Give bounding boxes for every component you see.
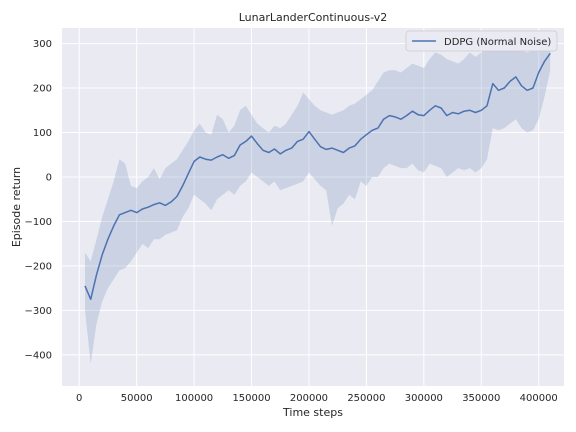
x-tick-label: 100000 — [175, 393, 213, 404]
x-axis-label: Time steps — [282, 406, 343, 419]
x-tick-label: 250000 — [347, 393, 385, 404]
x-tick-label: 150000 — [232, 393, 270, 404]
confidence-band-layer — [85, 36, 551, 364]
y-axis-label: Episode return — [10, 167, 23, 247]
legend-entry-ddpg: DDPG (Normal Noise) — [444, 37, 551, 48]
y-tick-label: 100 — [33, 128, 52, 139]
legend-box — [405, 30, 558, 52]
x-tick-label: 400000 — [520, 393, 558, 404]
y-tick-label: −300 — [25, 306, 52, 317]
y-tick-label: 200 — [33, 84, 52, 95]
x-tick-label: 300000 — [405, 393, 443, 404]
series-line-0 — [84, 52, 551, 301]
x-tick-labels: 0 50000 100000 150000 200000 250000 300000 3500… — [76, 393, 558, 404]
y-tick-labels: −400 −300 −200 −100 0 100 200 300 — [25, 39, 52, 361]
legend: DDPG (Normal Noise) — [405, 30, 558, 52]
chart-title: LunarLanderContinuous-v2 — [239, 11, 388, 24]
y-tick-label: 0 — [46, 172, 52, 183]
y-tick-label: −100 — [25, 217, 52, 228]
series-line-layer — [84, 52, 551, 301]
x-tick-label: 350000 — [462, 393, 500, 404]
y-tick-label: 300 — [33, 39, 52, 50]
y-tick-label: −200 — [25, 261, 52, 272]
x-tick-label: 200000 — [290, 393, 328, 404]
y-tick-label: −400 — [25, 350, 52, 361]
confidence-band-series-0 — [85, 36, 551, 364]
x-tick-label: 50000 — [121, 393, 153, 404]
x-tick-label: 0 — [76, 393, 82, 404]
